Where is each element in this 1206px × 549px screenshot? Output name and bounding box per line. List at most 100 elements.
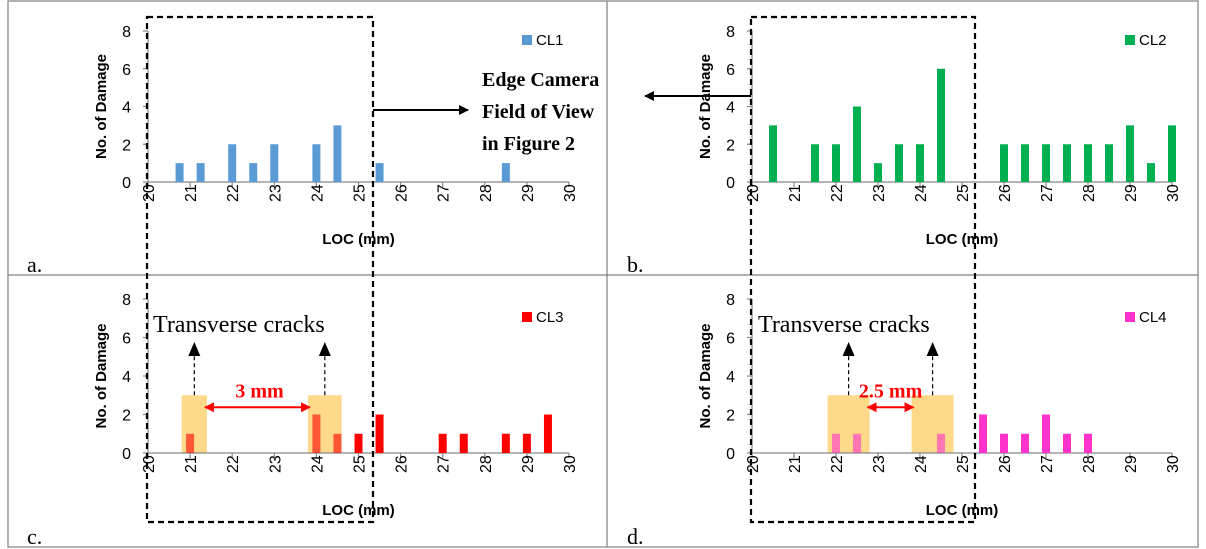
callout-line-3: in Figure 2: [482, 133, 575, 155]
y-tick-label: 4: [122, 369, 131, 386]
bar: [1042, 144, 1050, 182]
bar: [937, 68, 945, 182]
y-axis-title: No. of Damage: [93, 54, 110, 159]
x-tick-label: 25: [352, 184, 369, 202]
transverse-cracks-label: Transverse cracks: [758, 312, 930, 338]
bar: [333, 125, 342, 182]
legend-swatch: [522, 312, 532, 322]
crack-pointer-arrowhead: [926, 342, 939, 356]
x-tick-label: 21: [183, 455, 200, 473]
x-tick-label: 23: [871, 455, 888, 473]
x-tick-label: 28: [478, 184, 495, 202]
bar: [522, 433, 531, 453]
field-of-view-box-left: [145, 15, 375, 524]
x-tick-label: 26: [394, 184, 411, 202]
y-axis-title: No. of Damage: [93, 323, 110, 428]
y-tick-label: 4: [726, 369, 735, 386]
x-tick-label: 20: [745, 455, 762, 473]
y-axis-title: No. of Damage: [697, 54, 714, 159]
y-tick-label: 4: [726, 100, 735, 117]
bar: [1042, 414, 1050, 453]
x-tick-label: 26: [997, 184, 1014, 202]
legend-label: CL2: [1139, 32, 1167, 49]
x-tick-label: 20: [141, 184, 158, 202]
bar: [175, 163, 184, 182]
x-axis-title: LOC (mm): [322, 231, 395, 248]
x-tick-label: 25: [955, 184, 972, 202]
bar: [874, 163, 882, 182]
bar: [375, 414, 384, 453]
x-tick-label: 30: [1165, 455, 1182, 473]
legend-swatch: [522, 35, 532, 45]
bar: [1084, 144, 1092, 182]
bar: [1084, 433, 1092, 453]
bar: [312, 414, 321, 453]
x-tick-label: 24: [913, 184, 930, 202]
panel-label-c: c.: [27, 524, 42, 549]
bar: [1105, 144, 1113, 182]
y-tick-label: 6: [122, 331, 131, 348]
bar: [1063, 144, 1071, 182]
x-tick-label: 22: [829, 184, 846, 202]
x-tick-label: 25: [955, 455, 972, 473]
bar: [832, 433, 840, 453]
x-axis-title: LOC (mm): [322, 502, 395, 519]
bar: [853, 106, 861, 182]
bar: [501, 433, 510, 453]
bar: [312, 144, 321, 182]
bar: [916, 144, 924, 182]
legend-label: CL3: [536, 309, 564, 326]
crack-highlight-band: [181, 395, 207, 453]
x-tick-label: 24: [309, 184, 326, 202]
y-tick-label: 0: [726, 175, 735, 192]
y-tick-label: 2: [726, 408, 735, 425]
x-axis-title: LOC (mm): [926, 231, 999, 248]
y-tick-label: 2: [122, 408, 131, 425]
x-tick-label: 30: [562, 455, 579, 473]
y-tick-label: 8: [726, 24, 735, 41]
y-tick-label: 8: [122, 24, 131, 41]
crack-spacing-label: 2.5 mm: [859, 380, 923, 402]
x-tick-label: 22: [225, 184, 242, 202]
x-tick-label: 30: [1165, 184, 1182, 202]
x-tick-label: 29: [520, 184, 537, 202]
x-tick-label: 28: [478, 455, 495, 473]
bar: [1168, 125, 1176, 182]
bar: [811, 144, 819, 182]
x-tick-label: 22: [225, 455, 242, 473]
legend-swatch: [1125, 35, 1135, 45]
crack-pointer-arrowhead: [188, 342, 201, 356]
y-tick-label: 6: [726, 62, 735, 79]
y-tick-label: 4: [122, 100, 131, 117]
x-tick-label: 23: [267, 184, 284, 202]
x-tick-label: 24: [913, 455, 930, 473]
bar: [1147, 163, 1155, 182]
panel-label-a: a.: [27, 252, 42, 277]
legend-label: CL1: [536, 32, 564, 49]
bar: [1021, 433, 1029, 453]
x-tick-label: 27: [436, 455, 453, 473]
bar: [438, 433, 447, 453]
bar: [375, 163, 384, 182]
y-tick-label: 0: [122, 175, 131, 192]
bar: [333, 433, 342, 453]
panel-label-b: b.: [627, 252, 644, 277]
x-tick-label: 21: [787, 184, 804, 202]
bar: [196, 163, 205, 182]
bar: [979, 414, 987, 453]
x-tick-label: 26: [394, 455, 411, 473]
bar: [543, 414, 552, 453]
x-axis-title: LOC (mm): [926, 502, 999, 519]
bar: [937, 433, 945, 453]
y-axis-title: No. of Damage: [697, 323, 714, 428]
panel-label-d: d.: [627, 524, 644, 549]
bar: [186, 433, 195, 453]
bar: [895, 144, 903, 182]
x-tick-label: 27: [436, 184, 453, 202]
legend-label: CL4: [1139, 309, 1167, 326]
x-tick-label: 29: [1123, 184, 1140, 202]
bar: [1063, 433, 1071, 453]
x-tick-label: 21: [183, 184, 200, 202]
